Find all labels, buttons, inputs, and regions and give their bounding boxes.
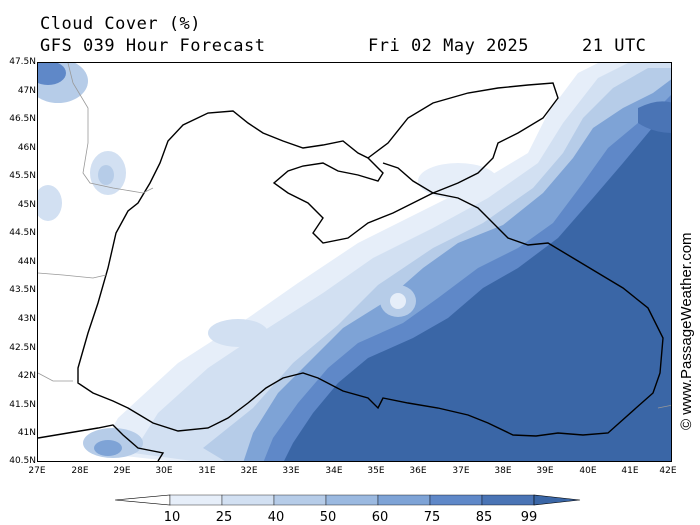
legend-label: 40 (267, 510, 285, 525)
cloud-patch (418, 163, 498, 199)
color-legend (115, 494, 581, 506)
lon-label: 29E (113, 466, 131, 476)
lon-label: 42E (659, 466, 677, 476)
legend-swatch-10 (169, 494, 223, 506)
lon-label: 27E (28, 466, 46, 476)
legend-arrow-right (533, 494, 581, 506)
cloud-band-85 (638, 101, 671, 133)
cloud-cover-map (37, 62, 672, 462)
lon-label: 35E (367, 466, 385, 476)
lon-label: 34E (325, 466, 343, 476)
lat-label: 41N (17, 428, 36, 438)
legend-label: 99 (520, 510, 538, 525)
legend-label: 75 (423, 510, 441, 525)
cloud-shading (38, 63, 671, 461)
lon-label: 39E (536, 466, 554, 476)
legend-swatch-25 (221, 494, 275, 506)
map-title: Cloud Cover (%) (40, 14, 202, 34)
legend-label: 25 (215, 510, 233, 525)
lon-label: 37E (452, 466, 470, 476)
lat-label: 41.5N (9, 400, 36, 410)
lat-label: 46N (17, 143, 36, 153)
lon-label: 32E (240, 466, 258, 476)
legend-label: 50 (319, 510, 337, 525)
lat-label: 40.5N (9, 456, 36, 466)
lon-label: 30E (155, 466, 173, 476)
legend-arrow-left (115, 494, 171, 506)
cloud-patch (38, 63, 66, 85)
legend-label: 60 (371, 510, 389, 525)
cloud-patch (38, 185, 62, 221)
cloud-band-99 (284, 105, 671, 461)
lon-label: 36E (409, 466, 427, 476)
cloud-patch (208, 319, 268, 347)
country-borders (38, 63, 671, 409)
cloud-patch (390, 293, 406, 309)
marmara-coast (38, 424, 165, 461)
watermark-text: © www.PassageWeather.com (678, 232, 695, 430)
legend-label: 10 (163, 510, 181, 525)
lon-label: 38E (494, 466, 512, 476)
cloud-patch (94, 440, 122, 456)
lon-label: 31E (198, 466, 216, 476)
lon-label: 33E (282, 466, 300, 476)
legend-swatch-75 (429, 494, 483, 506)
legend-swatch-50 (325, 494, 379, 506)
legend-swatch-85 (481, 494, 535, 506)
lat-label: 47.5N (9, 57, 36, 67)
legend-label: 85 (475, 510, 493, 525)
map-svg (38, 63, 671, 461)
lat-label: 47N (17, 86, 36, 96)
legend-swatch-60 (377, 494, 431, 506)
watermark: © www.PassageWeather.com (678, 232, 695, 430)
lat-label: 45.5N (9, 171, 36, 181)
lon-label: 40E (579, 466, 597, 476)
lon-label: 28E (71, 466, 89, 476)
lat-label: 46.5N (9, 114, 36, 124)
lat-label: 44N (17, 257, 36, 267)
lat-label: 44.5N (9, 228, 36, 238)
lat-label: 43.5N (9, 285, 36, 295)
forecast-time: 21 UTC (582, 36, 647, 56)
lat-label: 45N (17, 200, 36, 210)
forecast-label: GFS 039 Hour Forecast (40, 36, 266, 56)
lat-label: 43N (17, 314, 36, 324)
forecast-date: Fri 02 May 2025 (368, 36, 530, 56)
lat-label: 42.5N (9, 343, 36, 353)
lat-label: 42N (17, 371, 36, 381)
cloud-patch (98, 165, 114, 185)
sea-of-azov-coast (367, 82, 559, 194)
lon-label: 41E (621, 466, 639, 476)
legend-swatch-40 (273, 494, 327, 506)
coastline (77, 110, 664, 437)
